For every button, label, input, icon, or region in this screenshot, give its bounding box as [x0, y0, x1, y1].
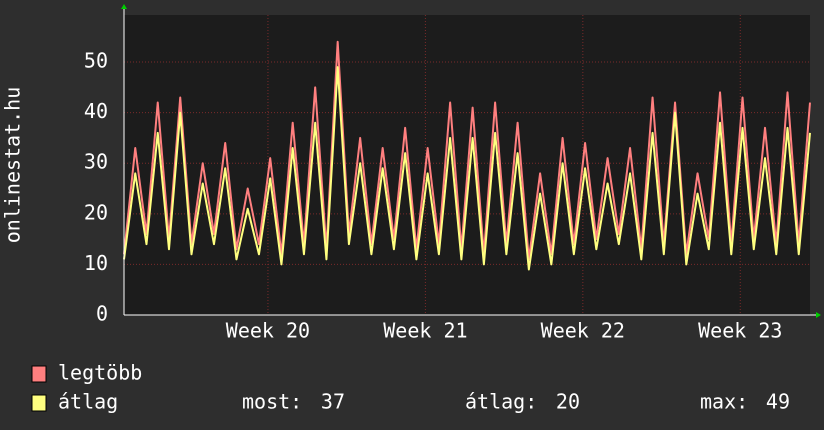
series-line [123, 40, 811, 261]
x-tick-label: Week 21 [383, 319, 467, 343]
stat-label: max: [700, 390, 748, 414]
x-tick-label: Week 20 [226, 319, 310, 343]
legend-label: legtöbb [58, 361, 142, 385]
x-tick-label: Week 22 [541, 319, 625, 343]
y-tick-label: 10 [84, 251, 108, 275]
legend-label: átlag [58, 390, 118, 414]
y-tick-label: 30 [84, 150, 108, 174]
y-tick-label: 50 [84, 49, 108, 73]
stat-value: 37 [321, 390, 345, 414]
series-line [123, 66, 811, 271]
stat-value: 49 [766, 390, 790, 414]
axis-arrow [816, 312, 821, 318]
x-tick-label: Week 23 [698, 319, 782, 343]
y-tick-label: 40 [84, 99, 108, 123]
stat-label: most: [242, 390, 302, 414]
y-tick-label: 20 [84, 200, 108, 224]
axis-arrow [121, 4, 127, 9]
legend-swatch [31, 365, 47, 383]
stat-value: 20 [556, 390, 580, 414]
y-tick-label: 0 [96, 302, 108, 326]
plot-area [124, 15, 810, 315]
y-axis-title: onlinestat.hu [1, 87, 25, 244]
legend-swatch [31, 394, 47, 412]
stat-label: átlag: [465, 390, 537, 414]
